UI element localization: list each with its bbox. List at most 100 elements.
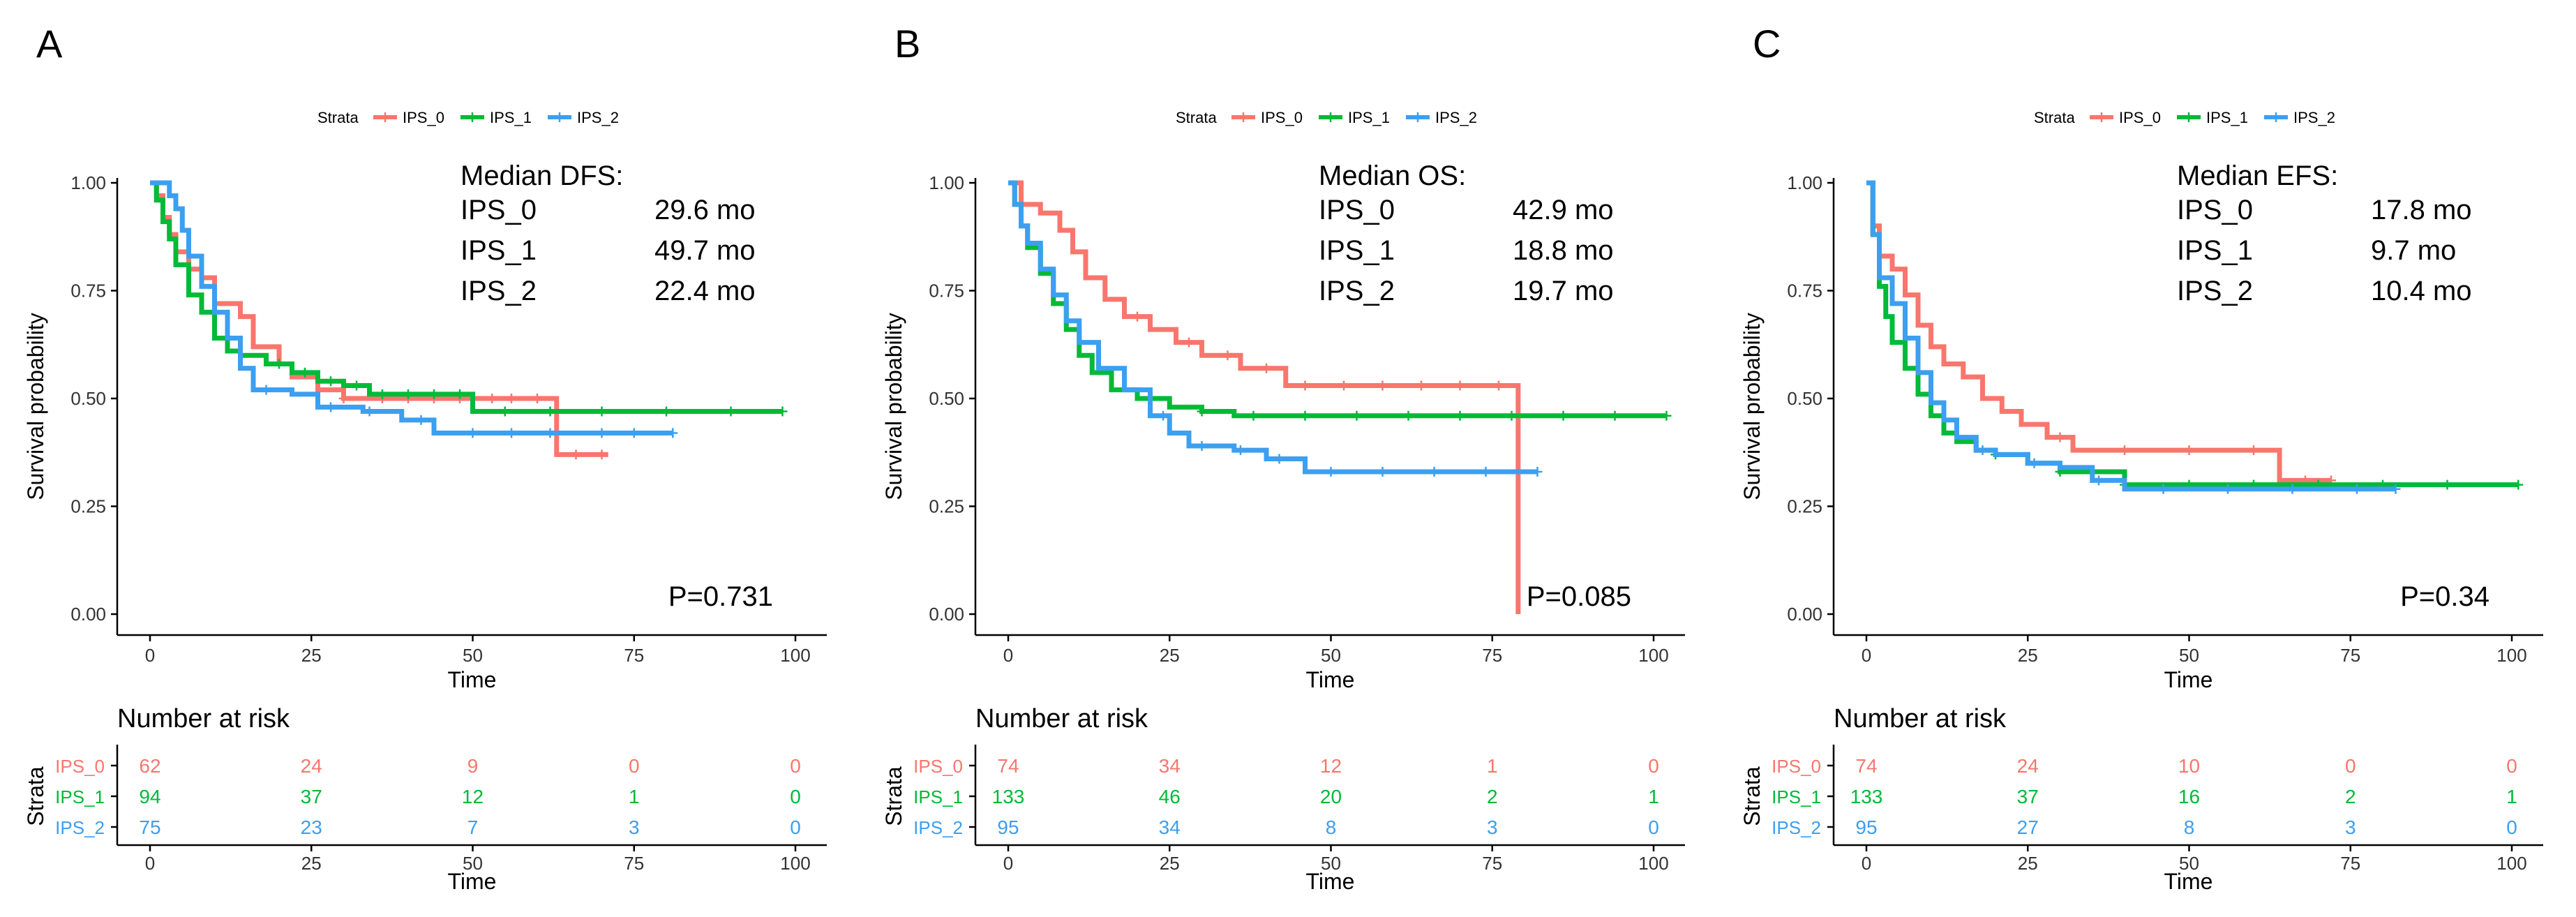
x-tick-label: 75 (1482, 645, 1502, 666)
censor-mark-ips-0 (1300, 380, 1310, 391)
censor-mark-ips-2 (1274, 454, 1285, 464)
risk-x-tick-label: 100 (1638, 853, 1668, 874)
censor-mark-ips-1 (777, 406, 788, 417)
risk-x-tick-label: 25 (301, 853, 322, 874)
legend-label-ips-2: IPS_2 (577, 109, 619, 126)
survival-curve-ips-2 (1866, 180, 2396, 492)
axes: 0.00 0.25 0.50 0.75 1.00 0 25 50 75 100 Time Surviv… (881, 172, 1685, 692)
censor-mark-ips-2 (1532, 467, 1543, 477)
risk-count: 95 (1855, 817, 1877, 838)
legend-label-ips-0: IPS_0 (1261, 109, 1303, 126)
censor-mark-ips-2 (2094, 475, 2104, 486)
median-value: 42.9 mo (1513, 195, 1614, 225)
median-title: Median OS: (1319, 161, 1466, 191)
legend-label-ips-1: IPS_1 (490, 109, 532, 126)
legend-label-ips-0: IPS_0 (403, 109, 444, 126)
legend-label-ips-0: IPS_0 (2119, 109, 2161, 126)
risk-count: 0 (1648, 755, 1659, 777)
censor-mark-ips-2 (1481, 467, 1491, 477)
risk-strata-label: Strata (23, 766, 48, 826)
censor-mark-ips-1 (352, 380, 361, 391)
risk-count: 75 (139, 817, 160, 838)
risk-row-label: IPS_2 (55, 817, 105, 838)
censor-mark-ips-2 (2223, 484, 2233, 494)
y-axis-title: Survival probability (1739, 313, 1765, 500)
panel-letter: C (1753, 22, 1781, 66)
median-group-label: IPS_0 (2177, 195, 2253, 225)
censor-mark-ips-1 (1197, 406, 1207, 417)
risk-count: 3 (1487, 817, 1498, 838)
censor-mark-ips-2 (1977, 445, 1988, 456)
p-value: P=0.731 (668, 581, 773, 612)
risk-count: 74 (997, 755, 1019, 777)
censor-mark-ips-0 (487, 394, 497, 403)
censor-mark-ips-2 (1326, 467, 1336, 477)
censor-mark-ips-0 (1416, 380, 1426, 391)
median-value: 18.8 mo (1513, 235, 1614, 266)
x-tick-label: 100 (1638, 645, 1668, 666)
risk-count: 0 (2506, 817, 2517, 838)
risk-x-tick-label: 0 (1862, 853, 1871, 874)
risk-row-label: IPS_1 (55, 786, 105, 807)
curves (150, 180, 788, 460)
median-block: Median EFS: IPS_0 17.8 mo IPS_1 9.7 mo IPS_2 1… (2177, 161, 2472, 306)
censor-mark-ips-1 (1351, 410, 1362, 421)
survival-curve-ips-2 (1008, 180, 1538, 475)
panel-a: A Strata IPS_0 IPS_1 IPS_2 0.00 0.25 0.50 0.75 1.… (23, 22, 827, 894)
risk-x-axis-title: Time (1306, 869, 1355, 894)
x-tick-label: 0 (1003, 645, 1013, 666)
risk-x-tick-label: 50 (463, 853, 483, 874)
censor-mark-ips-1 (1506, 410, 1517, 421)
risk-count: 94 (139, 786, 160, 807)
censor-mark-ips-1 (726, 406, 736, 417)
censor-mark-ips-2 (2287, 484, 2298, 494)
risk-count: 34 (1159, 755, 1181, 777)
risk-count: 34 (1159, 817, 1181, 838)
curves (1866, 180, 2524, 494)
legend-title: Strata (2034, 109, 2075, 126)
censor-mark-ips-1 (545, 406, 555, 417)
risk-count: 62 (139, 755, 160, 777)
risk-count: 46 (1159, 786, 1181, 807)
risk-count: 8 (2184, 817, 2195, 838)
risk-count: 1 (2506, 786, 2517, 807)
y-tick-label: 0.00 (70, 604, 106, 625)
censor-mark-ips-1 (377, 389, 387, 399)
censor-mark-ips-0 (1494, 380, 1504, 391)
legend-title: Strata (1176, 109, 1217, 126)
x-tick-label: 50 (463, 645, 483, 666)
x-tick-label: 50 (2179, 645, 2199, 666)
y-tick-label: 0.00 (1787, 604, 1822, 625)
median-block: Median OS: IPS_0 42.9 mo IPS_1 18.8 mo IPS_2 1… (1319, 161, 1614, 306)
risk-row-label: IPS_1 (1772, 786, 1821, 807)
risk-count: 20 (1320, 786, 1342, 807)
x-tick-label: 50 (1321, 645, 1341, 666)
censor-mark-ips-0 (1222, 350, 1233, 361)
censor-mark-ips-1 (1610, 410, 1620, 421)
censor-mark-ips-0 (1455, 380, 1465, 391)
median-title: Median DFS: (460, 161, 623, 191)
risk-count: 74 (1855, 755, 1877, 777)
y-tick-label: 0.75 (1787, 281, 1822, 301)
risk-x-axis-title: Time (448, 869, 497, 894)
legend-label-ips-2: IPS_2 (1435, 109, 1477, 126)
risk-strata-label: Strata (881, 766, 906, 826)
censor-mark-ips-0 (1339, 380, 1349, 391)
curves (1008, 180, 1672, 614)
x-axis-title: Time (2164, 667, 2213, 692)
censor-mark-ips-1 (300, 367, 310, 378)
axes: 0.00 0.25 0.50 0.75 1.00 0 25 50 75 100 Time Surviv… (23, 172, 827, 692)
panel-b: B Strata IPS_0 IPS_1 IPS_2 0.00 0.25 0.50 0.75 1.… (881, 22, 1685, 894)
median-group-label: IPS_1 (1319, 235, 1395, 266)
risk-count: 37 (2017, 786, 2039, 807)
risk-row-label: IPS_0 (1772, 756, 1821, 777)
risk-x-tick-label: 100 (2496, 853, 2526, 874)
risk-x-tick-label: 0 (1003, 853, 1013, 874)
median-group-label: IPS_0 (1319, 195, 1395, 225)
risk-count: 1 (1648, 786, 1659, 807)
risk-count: 27 (2017, 817, 2039, 838)
median-value: 9.7 mo (2371, 235, 2456, 266)
